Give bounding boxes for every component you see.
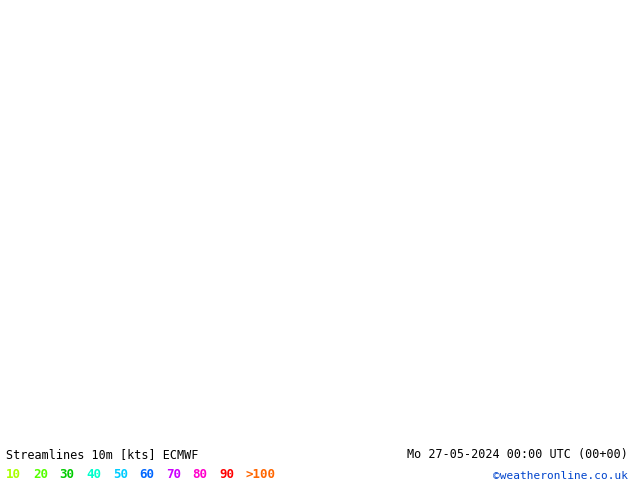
- Text: 60: 60: [139, 468, 155, 481]
- Text: Mo 27-05-2024 00:00 UTC (00+00): Mo 27-05-2024 00:00 UTC (00+00): [407, 448, 628, 461]
- Text: 30: 30: [60, 468, 75, 481]
- Text: >100: >100: [246, 468, 276, 481]
- Text: 10: 10: [6, 468, 22, 481]
- Text: 70: 70: [166, 468, 181, 481]
- Text: 90: 90: [219, 468, 235, 481]
- Text: 50: 50: [113, 468, 128, 481]
- Text: 40: 40: [86, 468, 101, 481]
- Text: 20: 20: [33, 468, 48, 481]
- Text: Streamlines 10m [kts] ECMWF: Streamlines 10m [kts] ECMWF: [6, 448, 198, 461]
- Text: ©weatheronline.co.uk: ©weatheronline.co.uk: [493, 471, 628, 481]
- Text: 80: 80: [193, 468, 208, 481]
